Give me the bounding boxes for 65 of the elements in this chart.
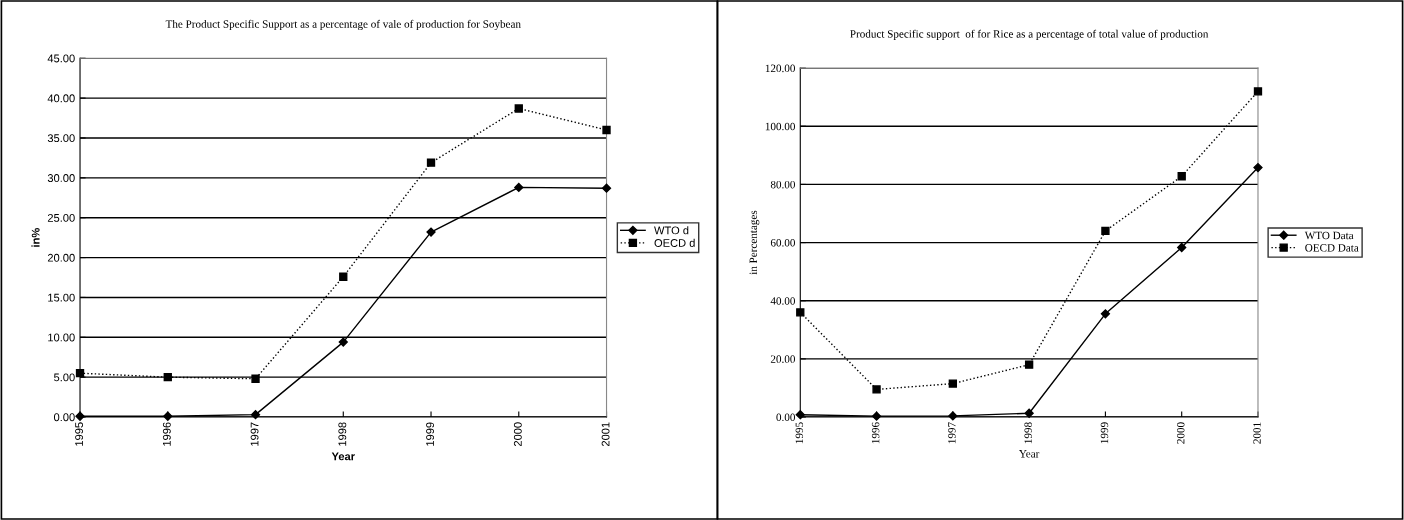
x-tick-label: 1995 [795,422,804,444]
point [1024,360,1034,369]
x-tick-label: 2000 [513,422,522,447]
point [163,411,173,421]
y-tick-label: 35.00 [47,134,75,143]
y-tick-label: 100.00 [765,122,795,131]
x-tick-label: 1997 [250,422,259,446]
point [338,337,348,347]
legend-label: OECD Data [1305,244,1359,252]
point [948,379,958,388]
point [1253,162,1263,173]
x-tick-label: 1996 [871,422,880,444]
point [948,411,958,421]
x-tick-label: 1996 [162,422,171,446]
y-tick-label: 120.00 [765,64,795,73]
point [796,308,805,317]
x-tick-label: 2000 [1176,422,1185,444]
point [426,158,436,167]
point [602,125,611,135]
chart-title: Product Specific support of for Rice as a percentage of total value of production [850,29,1209,40]
point [1253,87,1263,96]
y-tick-label: 15.00 [48,293,75,302]
point [514,182,524,193]
y-tick-label: 25.00 [47,213,75,222]
x-tick-label: 1995 [75,422,84,446]
point [251,374,260,383]
y-tick-label: 45.00 [47,54,75,63]
y-tick-label: 30.00 [47,174,75,182]
point [1101,226,1110,236]
point [601,183,612,193]
x-axis-title: Year [331,452,355,461]
x-axis-title: Year [1019,450,1040,458]
legend-label: WTO d [654,226,689,235]
y-axis-title: in% [31,228,40,247]
point [1177,242,1187,253]
y-tick-label: 5.00 [53,373,75,382]
x-tick-label: 1997 [948,422,956,444]
y-tick-label: 0.00 [776,413,795,422]
y-tick-label: 60.00 [770,239,795,247]
x-tick-label: 1999 [1100,422,1109,444]
point [514,104,523,113]
point [1024,408,1034,418]
chart-title: The Product Specific Support as a percentage of vale of production for Soybean [165,19,521,31]
y-tick-label: 80.00 [770,180,795,189]
x-tick-label: 1998 [338,422,347,446]
y-tick-label: 20.00 [770,355,795,363]
y-tick-label: 40.00 [47,94,75,103]
x-tick-label: 1998 [1024,422,1032,444]
y-tick-label: 0.00 [53,413,75,422]
x-tick-label: 2001 [601,422,610,447]
point [339,272,348,281]
point [1100,309,1111,319]
legend-label: OECD d [654,238,695,247]
y-tick-label: 20.00 [47,253,75,262]
point [871,411,882,421]
y-axis-title: in Percentages [749,210,760,275]
point [872,385,881,394]
x-tick-label: 2001 [1253,422,1261,444]
y-tick-label: 10.00 [48,333,75,342]
point [250,410,261,420]
y-tick-label: 40.00 [770,297,795,305]
legend-label: WTO Data [1304,231,1354,240]
point [163,373,172,382]
point [1177,172,1186,181]
x-tick-label: 1999 [426,422,435,446]
